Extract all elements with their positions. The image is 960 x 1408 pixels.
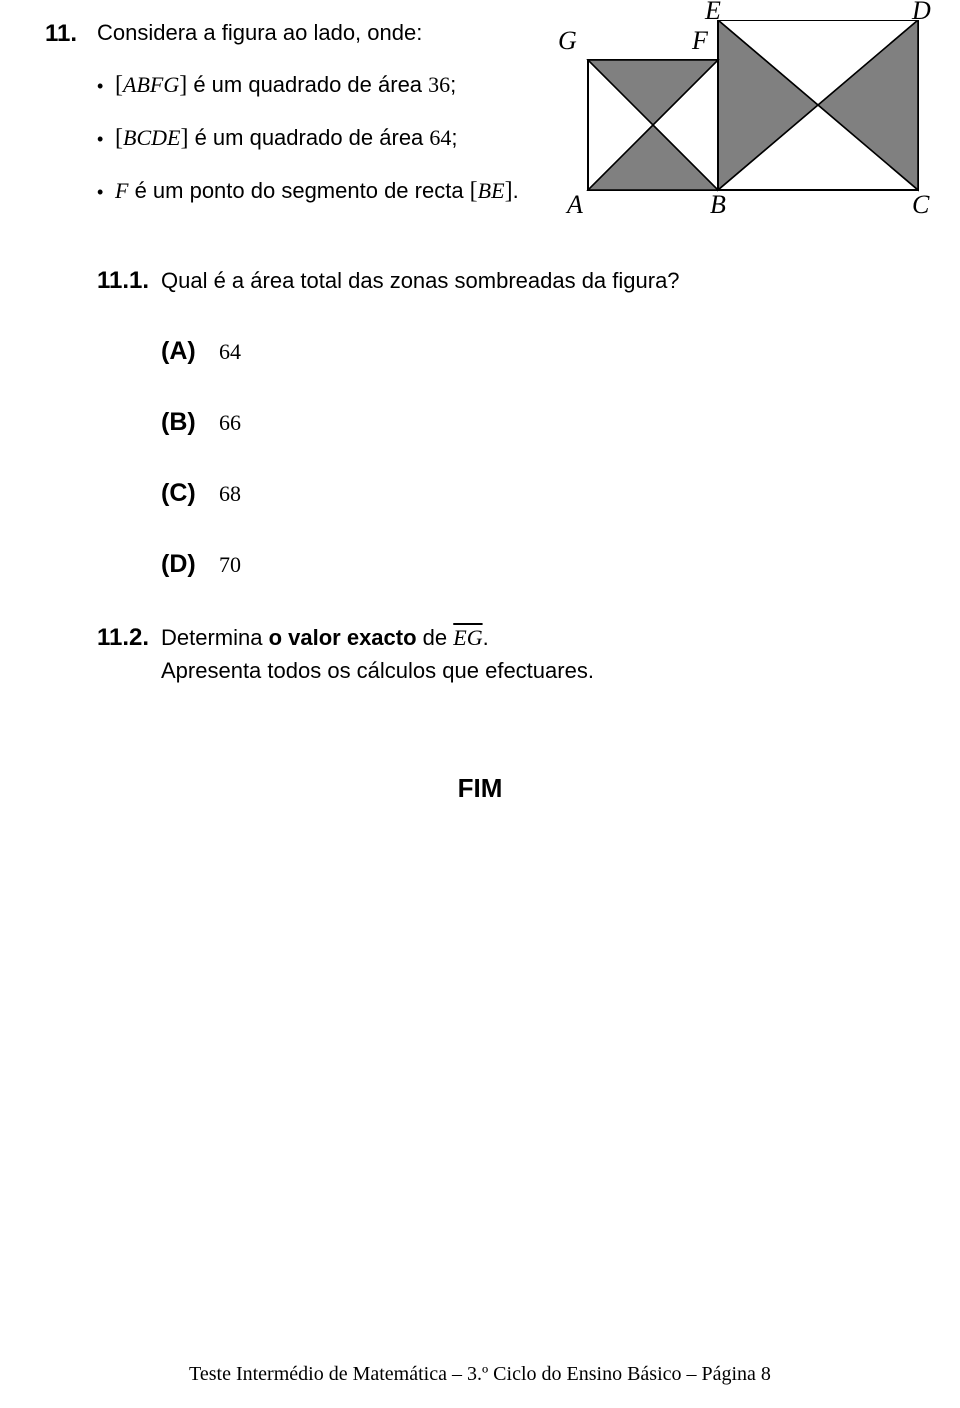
options-block: (A) 64 (B) 66 (C) 68 (D) 70: [161, 337, 915, 579]
math-var: BE: [478, 178, 505, 203]
bracket-close: ]: [179, 72, 187, 98]
sub-question-2: 11.2. Determina o valor exacto de EG. Ap…: [97, 621, 915, 687]
sub2-bold: o valor exacto: [269, 625, 417, 650]
label-c: C: [912, 190, 929, 220]
bracket-open: [: [470, 178, 478, 204]
figure-svg: [565, 20, 920, 202]
sub2-var: EG: [453, 625, 482, 650]
fim-label: FIM: [45, 773, 915, 804]
option-d: (D) 70: [161, 550, 915, 579]
option-a-label: (A): [161, 337, 219, 366]
geometry-figure: [565, 20, 935, 230]
bullet-text: é um quadrado de área: [187, 72, 428, 97]
sub2-tail: .: [483, 625, 489, 650]
sub-question-1: 11.1. Qual é a área total das zonas somb…: [97, 267, 915, 295]
option-d-value: 70: [219, 552, 241, 578]
label-a: A: [567, 190, 583, 220]
option-b-label: (B): [161, 408, 219, 437]
bullet-val: 36: [428, 72, 450, 97]
option-a-value: 64: [219, 339, 241, 365]
bullet-dot: •: [97, 129, 115, 150]
math-var: BCDE: [123, 125, 180, 150]
label-f: F: [692, 26, 708, 56]
option-d-label: (D): [161, 550, 219, 579]
label-e: E: [705, 0, 721, 26]
bullet-tail: ;: [451, 125, 457, 150]
sub2-line1a: Determina: [161, 625, 269, 650]
bullet-text: é um ponto do segmento de recta: [128, 178, 469, 203]
bullet-tail: ;: [450, 72, 456, 97]
bracket-close: ]: [505, 178, 513, 204]
option-b: (B) 66: [161, 408, 915, 437]
bullet-dot: •: [97, 182, 115, 203]
sub1-text: Qual é a área total das zonas sombreadas…: [161, 268, 680, 294]
bullet-1-content: [ABFG] é um quadrado de área 36;: [115, 72, 456, 99]
sub2-line1b: de: [417, 625, 454, 650]
option-a: (A) 64: [161, 337, 915, 366]
bullet-2-content: [BCDE] é um quadrado de área 64;: [115, 125, 458, 152]
label-d: D: [912, 0, 931, 26]
bullet-3-content: F é um ponto do segmento de recta [BE].: [115, 178, 519, 205]
label-g: G: [558, 26, 577, 56]
option-c-value: 68: [219, 481, 241, 507]
label-b: B: [710, 190, 726, 220]
option-c-label: (C): [161, 479, 219, 508]
bullet-text: é um quadrado de área: [188, 125, 429, 150]
sub2-line2: Apresenta todos os cálculos que efectuar…: [161, 658, 594, 683]
bracket-open: [: [115, 72, 123, 98]
bullet-tail: .: [513, 178, 519, 203]
sub2-body: Determina o valor exacto de EG. Apresent…: [161, 621, 594, 687]
math-var: F: [115, 178, 128, 203]
bracket-open: [: [115, 125, 123, 151]
footer-text: Teste Intermédio de Matemática – 3.º Cic…: [0, 1363, 960, 1386]
option-b-value: 66: [219, 410, 241, 436]
bullet-dot: •: [97, 76, 115, 97]
sub2-number: 11.2.: [97, 624, 161, 652]
option-c: (C) 68: [161, 479, 915, 508]
sub1-number: 11.1.: [97, 267, 161, 295]
math-var: ABFG: [123, 72, 179, 97]
bullet-val: 64: [429, 125, 451, 150]
question-number: 11.: [45, 20, 97, 48]
